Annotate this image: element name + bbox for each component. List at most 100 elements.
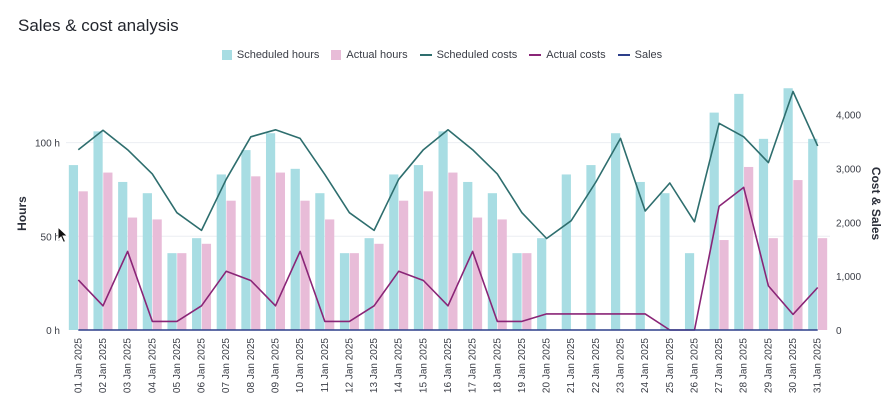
legend-swatch-sales — [617, 54, 630, 56]
bar-scheduled-hours — [315, 193, 325, 330]
bar-scheduled-hours — [241, 150, 251, 330]
y2-tick-label: 2,000 — [836, 218, 861, 229]
line-actual-costs — [77, 186, 819, 331]
x-tick-label: 03 Jan 2025 — [123, 338, 134, 393]
axes-layer: 0 h 50 h 100 h 0 1,000 2,000 3,000 4,000 Hours Co… — [15, 111, 883, 393]
bar-scheduled-hours — [290, 168, 300, 330]
chart-legend: Scheduled hours Actual hours Scheduled c… — [0, 49, 884, 61]
line-scheduled-costs — [77, 90, 819, 240]
y2-tick-label: 3,000 — [836, 165, 861, 176]
bar-actual-hours — [251, 176, 261, 330]
page-title: Sales & cost analysis — [18, 16, 179, 35]
bar-actual-hours — [744, 166, 754, 330]
bar-scheduled-hours — [734, 93, 744, 330]
bar-actual-hours — [127, 217, 138, 330]
bar-actual-hours — [349, 253, 359, 330]
legend-label-actual-costs: Actual costs — [546, 49, 606, 61]
bar-scheduled-hours — [512, 253, 522, 330]
x-tick-label: 18 Jan 2025 — [492, 338, 503, 393]
bar-actual-hours — [817, 238, 828, 330]
mouse-cursor-icon — [57, 226, 69, 244]
bar-scheduled-hours — [684, 253, 695, 330]
bar-actual-hours — [793, 180, 803, 330]
x-tick-label: 15 Jan 2025 — [418, 338, 429, 393]
bar-actual-hours — [448, 172, 458, 330]
legend-item-scheduled-costs[interactable]: Scheduled costs — [419, 49, 518, 61]
bar-scheduled-hours — [635, 181, 645, 330]
x-tick-label: 08 Jan 2025 — [246, 338, 257, 393]
y-tick-label: 100 h — [35, 139, 60, 150]
bar-scheduled-hours — [758, 138, 769, 330]
bar-actual-hours — [78, 191, 88, 330]
y2-tick-label: 4,000 — [836, 111, 861, 122]
x-tick-label: 16 Jan 2025 — [443, 338, 454, 393]
bar-scheduled-hours — [783, 88, 793, 330]
legend-swatch-actual-hours — [331, 50, 342, 60]
bar-actual-hours — [399, 200, 409, 330]
bar-actual-hours — [275, 172, 285, 330]
x-tick-label: 29 Jan 2025 — [763, 338, 774, 393]
legend-item-actual-costs[interactable]: Actual costs — [529, 49, 606, 61]
bar-scheduled-hours — [93, 131, 103, 330]
y-tick-label: 0 h — [46, 326, 60, 337]
legend-item-actual-hours[interactable]: Actual hours — [331, 49, 408, 61]
x-tick-label: 21 Jan 2025 — [566, 338, 577, 393]
x-tick-label: 17 Jan 2025 — [468, 338, 479, 393]
x-tick-label: 01 Jan 2025 — [73, 338, 84, 393]
legend-swatch-scheduled-costs — [419, 54, 432, 56]
x-tick-label: 28 Jan 2025 — [739, 338, 750, 393]
bar-actual-hours — [177, 253, 187, 330]
bar-actual-hours — [374, 243, 384, 330]
x-tick-label: 26 Jan 2025 — [689, 338, 700, 393]
y2-tick-label: 0 — [836, 326, 842, 337]
bar-actual-hours — [522, 253, 532, 330]
x-tick-label: 14 Jan 2025 — [394, 338, 405, 393]
y2-axis-title: Cost & Sales — [869, 167, 883, 241]
legend-label-scheduled-costs: Scheduled costs — [436, 49, 518, 61]
bar-actual-hours — [103, 172, 113, 330]
x-tick-label: 24 Jan 2025 — [640, 338, 651, 393]
bar-scheduled-hours — [561, 174, 571, 330]
x-tick-label: 11 Jan 2025 — [320, 338, 331, 393]
bar-scheduled-hours — [537, 238, 547, 330]
x-tick-label: 10 Jan 2025 — [295, 338, 306, 393]
y2-tick-label: 1,000 — [836, 272, 861, 283]
bar-scheduled-hours — [167, 253, 177, 330]
bar-scheduled-hours — [413, 165, 424, 330]
x-tick-label: 20 Jan 2025 — [542, 338, 553, 393]
bar-actual-hours — [226, 200, 236, 330]
legend-label-actual-hours: Actual hours — [346, 49, 408, 61]
legend-swatch-scheduled-hours — [221, 50, 232, 60]
x-tick-label: 27 Jan 2025 — [714, 338, 725, 393]
bar-scheduled-hours — [265, 133, 276, 330]
x-tick-label: 12 Jan 2025 — [344, 338, 355, 393]
bar-actual-hours — [472, 217, 483, 330]
legend-label-sales: Sales — [634, 49, 663, 61]
legend-label-scheduled-hours: Scheduled hours — [236, 49, 320, 61]
line-layer — [77, 90, 819, 331]
bar-scheduled-hours — [68, 165, 79, 330]
bar-actual-hours — [768, 238, 778, 330]
bar-scheduled-hours — [660, 193, 670, 330]
bar-scheduled-hours — [438, 131, 448, 330]
bar-layer — [68, 88, 828, 330]
bar-scheduled-hours — [586, 165, 596, 330]
x-tick-label: 05 Jan 2025 — [172, 338, 183, 393]
bar-actual-hours — [719, 240, 729, 330]
legend-swatch-actual-costs — [529, 54, 542, 56]
x-tick-label: 31 Jan 2025 — [813, 338, 824, 393]
bar-scheduled-hours — [463, 181, 473, 330]
y-axis-title: Hours — [15, 196, 29, 231]
bar-scheduled-hours — [364, 238, 374, 330]
x-tick-label: 04 Jan 2025 — [147, 338, 158, 393]
x-tick-label: 25 Jan 2025 — [665, 338, 676, 393]
bar-actual-hours — [423, 191, 433, 330]
legend-item-scheduled-hours[interactable]: Scheduled hours — [221, 49, 320, 61]
bar-scheduled-hours — [339, 253, 350, 330]
bar-scheduled-hours — [142, 193, 152, 330]
legend-item-sales[interactable]: Sales — [617, 49, 663, 61]
x-tick-label: 19 Jan 2025 — [517, 338, 528, 393]
bar-scheduled-hours — [118, 181, 128, 330]
bar-scheduled-hours — [808, 138, 818, 330]
